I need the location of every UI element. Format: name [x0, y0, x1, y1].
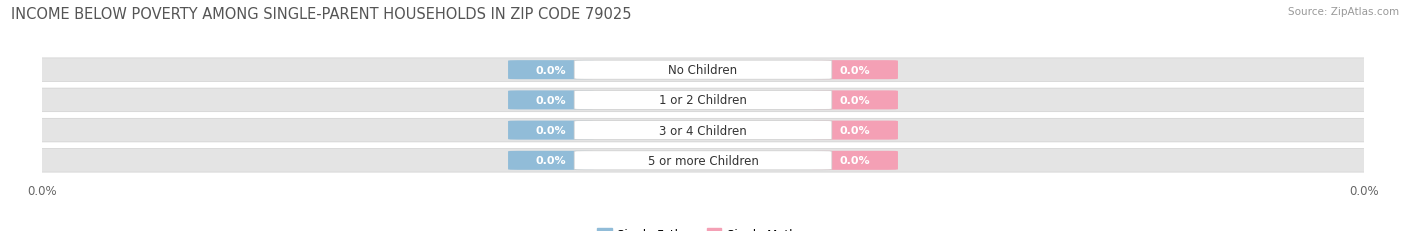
- FancyBboxPatch shape: [574, 61, 832, 80]
- FancyBboxPatch shape: [32, 59, 1374, 82]
- Text: 0.0%: 0.0%: [536, 126, 567, 136]
- Text: 5 or more Children: 5 or more Children: [648, 154, 758, 167]
- FancyBboxPatch shape: [32, 89, 1374, 112]
- FancyBboxPatch shape: [813, 121, 898, 140]
- FancyBboxPatch shape: [508, 91, 593, 110]
- Text: 0.0%: 0.0%: [839, 65, 870, 75]
- Text: 0.0%: 0.0%: [839, 126, 870, 136]
- FancyBboxPatch shape: [574, 121, 832, 140]
- Text: 1 or 2 Children: 1 or 2 Children: [659, 94, 747, 107]
- FancyBboxPatch shape: [508, 121, 593, 140]
- FancyBboxPatch shape: [508, 151, 593, 170]
- FancyBboxPatch shape: [813, 91, 898, 110]
- Text: 0.0%: 0.0%: [839, 156, 870, 166]
- Text: 0.0%: 0.0%: [536, 156, 567, 166]
- FancyBboxPatch shape: [574, 151, 832, 170]
- Text: 0.0%: 0.0%: [536, 95, 567, 105]
- Text: 0.0%: 0.0%: [839, 95, 870, 105]
- Text: 3 or 4 Children: 3 or 4 Children: [659, 124, 747, 137]
- Text: Source: ZipAtlas.com: Source: ZipAtlas.com: [1288, 7, 1399, 17]
- FancyBboxPatch shape: [32, 119, 1374, 142]
- Legend: Single Father, Single Mother: Single Father, Single Mother: [593, 223, 813, 231]
- Text: INCOME BELOW POVERTY AMONG SINGLE-PARENT HOUSEHOLDS IN ZIP CODE 79025: INCOME BELOW POVERTY AMONG SINGLE-PARENT…: [11, 7, 631, 22]
- FancyBboxPatch shape: [813, 151, 898, 170]
- FancyBboxPatch shape: [574, 91, 832, 110]
- FancyBboxPatch shape: [32, 149, 1374, 172]
- Text: 0.0%: 0.0%: [536, 65, 567, 75]
- Text: No Children: No Children: [668, 64, 738, 77]
- FancyBboxPatch shape: [813, 61, 898, 80]
- FancyBboxPatch shape: [508, 61, 593, 80]
